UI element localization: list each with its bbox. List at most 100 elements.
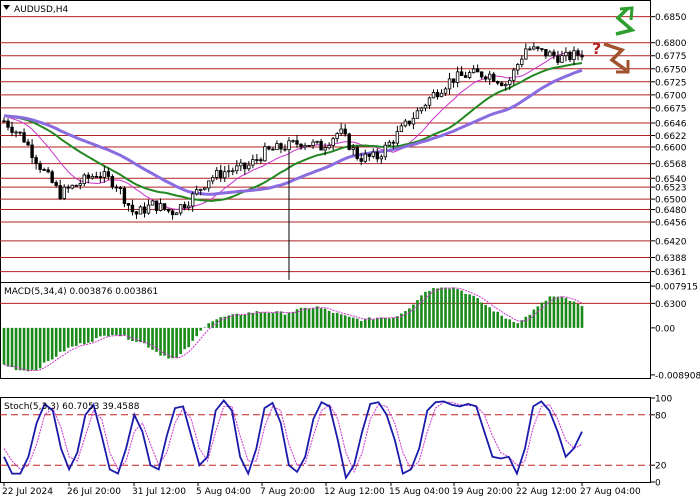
macd-bar <box>22 327 26 371</box>
candle-body <box>30 144 34 158</box>
macd-bar <box>568 300 572 328</box>
candle-body <box>371 151 375 157</box>
macd-bar <box>127 327 130 340</box>
macd-bar <box>524 316 528 328</box>
price-tick-label: 0.6300 <box>655 300 687 310</box>
candle-body <box>331 138 335 146</box>
candle-body <box>556 55 560 63</box>
candle-body <box>540 48 544 51</box>
macd-bar <box>472 295 475 328</box>
macd-bar <box>375 317 379 328</box>
candle-body <box>387 141 392 146</box>
candle-body <box>62 186 66 199</box>
candle-body <box>548 51 552 57</box>
macd-bar <box>335 312 339 328</box>
macd-bar <box>42 327 46 363</box>
candle-body <box>327 145 331 149</box>
candle-body <box>524 48 528 60</box>
price-tick-label: 0.6775 <box>655 52 687 62</box>
candle-body <box>178 204 183 214</box>
up-arrow-head-icon <box>619 6 634 21</box>
macd-bar <box>223 316 227 328</box>
candle-body <box>391 141 396 144</box>
macd-tick-label: 0.007915 <box>655 283 698 293</box>
candle-body <box>355 147 359 159</box>
macd-bar <box>203 327 206 328</box>
macd-bar <box>444 287 447 328</box>
candle-body <box>471 68 476 74</box>
macd-bar <box>359 321 363 328</box>
price-tick-label: 0.6568 <box>655 160 687 170</box>
macd-bar <box>420 295 423 328</box>
macd-bar <box>251 312 255 328</box>
macd-bar <box>255 311 259 328</box>
macd-bar <box>452 287 455 328</box>
candle-body <box>279 143 283 150</box>
macd-bar <box>91 327 94 342</box>
macd-bar <box>6 327 10 367</box>
candle-body <box>491 73 496 82</box>
candle-body <box>34 157 38 164</box>
candle-body <box>82 174 86 184</box>
candle-body <box>516 64 520 71</box>
candle-body <box>363 153 367 162</box>
macd-bar <box>247 312 251 328</box>
price-tick-label: 0.6540 <box>655 175 687 185</box>
candle-body <box>427 97 432 106</box>
candle-body <box>463 75 468 78</box>
candle-body <box>572 50 576 61</box>
macd-bar <box>347 316 351 328</box>
price-tick-label: 0.6622 <box>655 132 687 142</box>
macd-bar <box>508 319 512 328</box>
candle-body <box>198 188 203 191</box>
macd-tick-label: 0.00 <box>655 324 675 334</box>
macd-bar <box>319 308 323 328</box>
macd-bar <box>504 318 508 328</box>
macd-bar <box>576 304 580 328</box>
up-arrow-icon <box>615 6 636 36</box>
candle-body <box>243 162 247 170</box>
macd-bar <box>267 312 271 328</box>
macd-signal-line <box>3 287 583 372</box>
macd-bar <box>295 309 299 328</box>
candle-body <box>219 170 223 179</box>
candle-body <box>335 133 339 139</box>
candle-body <box>74 184 78 187</box>
macd-bar <box>476 298 479 328</box>
macd-bar <box>468 294 471 328</box>
macd-bar <box>496 311 500 328</box>
candle-body <box>263 146 267 162</box>
macd-bar <box>480 302 483 328</box>
macd-bar <box>179 327 182 355</box>
price-tick-label: 0.6725 <box>655 78 687 88</box>
macd-bar <box>275 311 279 328</box>
candle-body <box>267 146 271 150</box>
candle-body <box>323 147 327 151</box>
chart-title: AUDUSD,H4 <box>14 5 69 15</box>
candle-body <box>86 174 90 179</box>
candle-body <box>215 170 219 178</box>
macd-bar <box>271 312 275 328</box>
candle-body <box>379 156 384 160</box>
macd-bar <box>428 291 431 328</box>
stoch-tick-label: 100 <box>655 395 672 405</box>
candle-body <box>186 205 191 209</box>
macd-bar <box>367 317 371 328</box>
macd-bar <box>416 300 419 328</box>
candle-body <box>500 82 504 87</box>
candle-body <box>467 72 472 78</box>
macd-bar <box>540 302 544 328</box>
macd-label: MACD(5,34,4) 0.003876 0.003861 <box>4 287 158 297</box>
candle-body <box>42 169 46 171</box>
candle-body <box>439 92 444 98</box>
macd-bar <box>436 288 439 328</box>
candle-body <box>560 55 564 63</box>
candle-body <box>94 175 99 178</box>
candle-body <box>150 200 155 206</box>
price-tick-label: 0.6420 <box>655 237 687 247</box>
candle-body <box>14 131 18 134</box>
macd-bar <box>175 327 178 359</box>
candle-body <box>66 186 70 189</box>
macd-bar <box>50 327 54 360</box>
